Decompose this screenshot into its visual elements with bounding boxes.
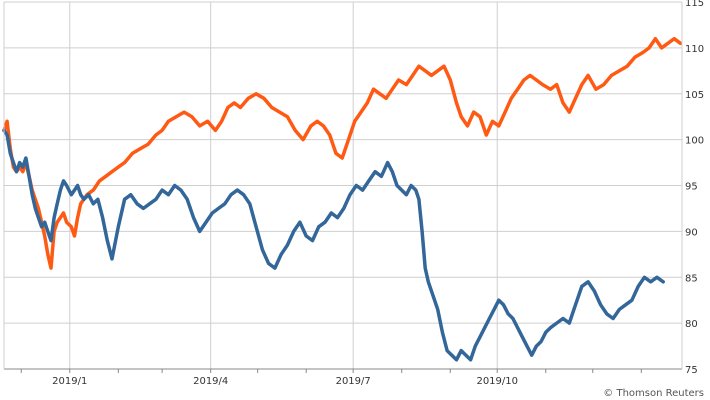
y-tick-label-85: 85	[685, 273, 698, 284]
series-line-1	[2, 128, 665, 362]
x-tick-label-2: 2019/7	[336, 376, 371, 387]
x-tick-label-0: 2019/1	[52, 376, 87, 387]
x-tick-label-3: 2019/10	[476, 376, 518, 387]
y-tick-label-105: 105	[685, 90, 704, 101]
y-tick-label-110: 110	[685, 44, 704, 55]
y-tick-label-80: 80	[685, 319, 698, 330]
y-tick-label-115: 115	[685, 0, 704, 9]
series-line-0	[2, 36, 683, 270]
series-group	[2, 36, 683, 362]
y-tick-label-75: 75	[685, 365, 698, 376]
axes: 75 80 85 90 95 100 105 110 115 2019/1 2019/4 2019/7…	[3, 0, 704, 387]
x-tick-label-1: 2019/4	[193, 376, 228, 387]
y-tick-label-95: 95	[685, 182, 698, 193]
y-tick-label-100: 100	[685, 136, 704, 147]
grid	[4, 1, 682, 370]
credit-text: © Thomson Reuters	[603, 388, 704, 399]
y-tick-label-90: 90	[685, 227, 698, 238]
